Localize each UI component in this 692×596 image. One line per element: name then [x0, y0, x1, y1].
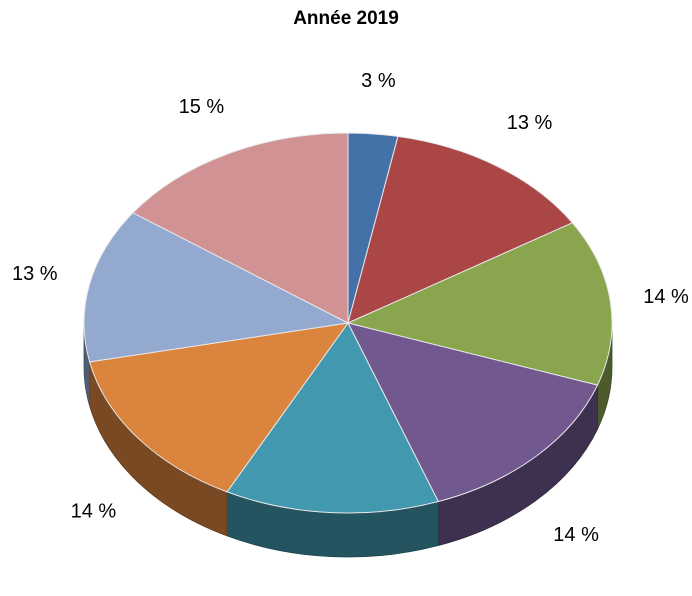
pie-slices [83, 132, 613, 514]
data-label-6: 14 % [71, 500, 117, 522]
pie-slice-8[interactable] [132, 132, 349, 324]
pie-slice-4[interactable] [347, 322, 599, 503]
data-label-3: 14 % [643, 286, 689, 308]
pie-slice-7[interactable] [83, 212, 350, 363]
pie-slice-5[interactable] [226, 322, 440, 514]
pie-slice-3[interactable] [346, 222, 613, 386]
pie-labels: 3 %13 %14 %14 %13 %14 %13 %15 % [12, 70, 689, 546]
data-label-7: 13 % [12, 263, 58, 285]
data-label-2: 13 % [507, 112, 553, 134]
pie-slice-2[interactable] [347, 135, 574, 324]
pie-slice-6[interactable] [88, 322, 350, 493]
data-label-1: 3 % [361, 70, 396, 92]
data-label-8: 15 % [179, 96, 225, 118]
pie-sides [83, 322, 613, 558]
chart-title: Année 2019 [293, 8, 399, 29]
data-label-4: 14 % [553, 524, 599, 546]
